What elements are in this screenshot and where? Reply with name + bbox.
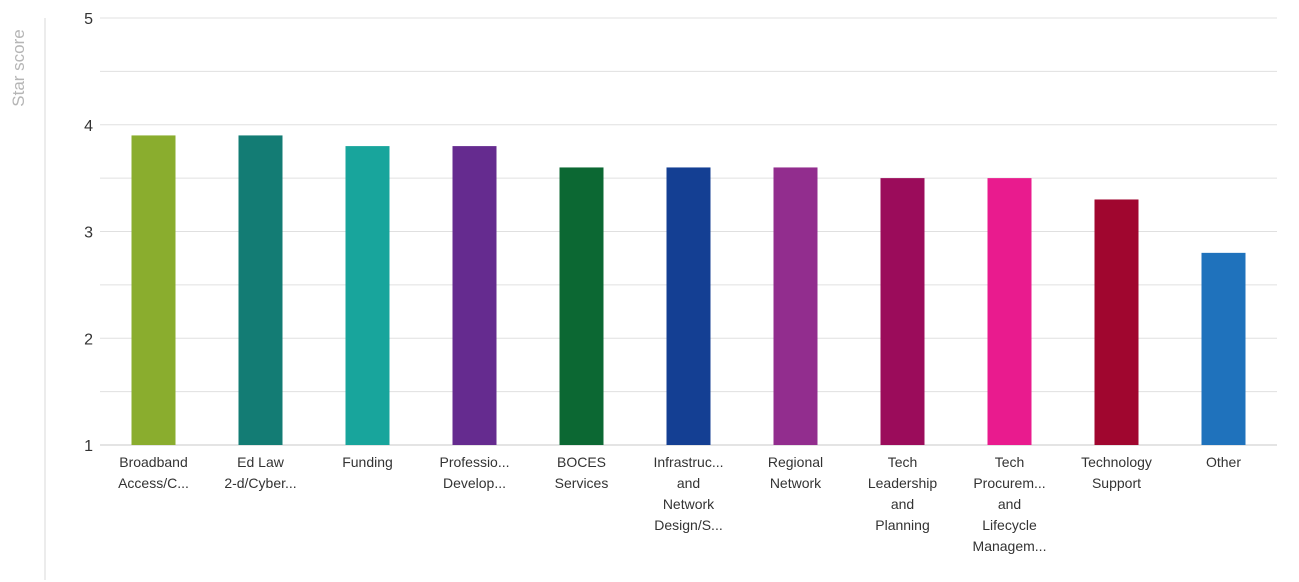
y-tick-label: 3 [84,225,93,242]
x-tick-label-line: Network [770,475,822,491]
bar[interactable] [666,167,711,445]
y-axis-label: Star score [9,29,28,106]
x-tick-label-line: Develop... [443,475,506,491]
x-tick-label-line: and [677,475,700,491]
bar[interactable] [1201,252,1246,445]
x-tick-label-line: Planning [875,517,930,533]
x-tick-label-line: and [891,496,914,512]
x-tick-label: Technology Support [1081,454,1152,491]
x-tick-label-line: Tech [888,454,918,470]
x-tick-label: Ed Law 2-d/Cyber... [224,454,296,491]
x-tick-label-line: Other [1206,454,1241,470]
x-tick-label: Tech Procurem... and Lifecycle Managem... [973,454,1047,554]
bar[interactable] [238,135,283,446]
x-tick-label: Infrastruc... and Network Design/S... [653,454,723,533]
x-tick-label-line: Services [555,475,609,491]
x-tick-label: Tech Leadership and Planning [868,454,937,533]
bar[interactable] [452,146,497,445]
x-tick-label-line: Tech [995,454,1025,470]
x-tick-label-line: Support [1092,475,1141,491]
x-tick-label-line: Infrastruc... [653,454,723,470]
x-tick-label: Broadband Access/C... [118,454,189,491]
x-tick-label-line: Professio... [439,454,509,470]
x-tick-label-line: Network [663,496,715,512]
x-tick-labels: Broadband Access/C... Ed Law 2-d/Cyber... Fu… [118,454,1241,554]
x-tick-label-line: BOCES [557,454,606,470]
x-tick-label-line: Leadership [868,475,937,491]
x-tick-label-line: Managem... [973,538,1047,554]
bars [131,135,1246,446]
y-tick-label: 5 [84,11,93,28]
y-tick-label: 4 [84,118,93,135]
x-tick-label-line: Funding [342,454,393,470]
bar[interactable] [880,178,925,445]
bar[interactable] [987,178,1032,445]
x-tick-label-line: Technology [1081,454,1152,470]
x-tick-label: Regional Network [768,454,823,491]
x-tick-label: Funding [342,454,393,470]
x-tick-label-line: Design/S... [654,517,722,533]
bar[interactable] [131,135,176,446]
x-tick-label-line: Broadband [119,454,188,470]
x-tick-label-line: and [998,496,1021,512]
bar[interactable] [773,167,818,445]
x-tick-label-line: 2-d/Cyber... [224,475,296,491]
x-tick-label-line: Procurem... [973,475,1045,491]
x-tick-label: Other [1206,454,1241,470]
y-tick-labels: 1 2 3 4 5 [84,11,93,455]
x-tick-label: BOCES Services [555,454,609,491]
x-tick-label-line: Ed Law [237,454,285,470]
x-tick-label-line: Lifecycle [982,517,1037,533]
x-tick-label-line: Regional [768,454,823,470]
y-tick-label: 2 [84,331,93,348]
x-tick-label: Professio... Develop... [439,454,509,491]
bar[interactable] [1094,199,1139,445]
x-tick-label-line: Access/C... [118,475,189,491]
y-tick-label: 1 [84,438,93,455]
bar[interactable] [559,167,604,445]
bar[interactable] [345,146,390,445]
